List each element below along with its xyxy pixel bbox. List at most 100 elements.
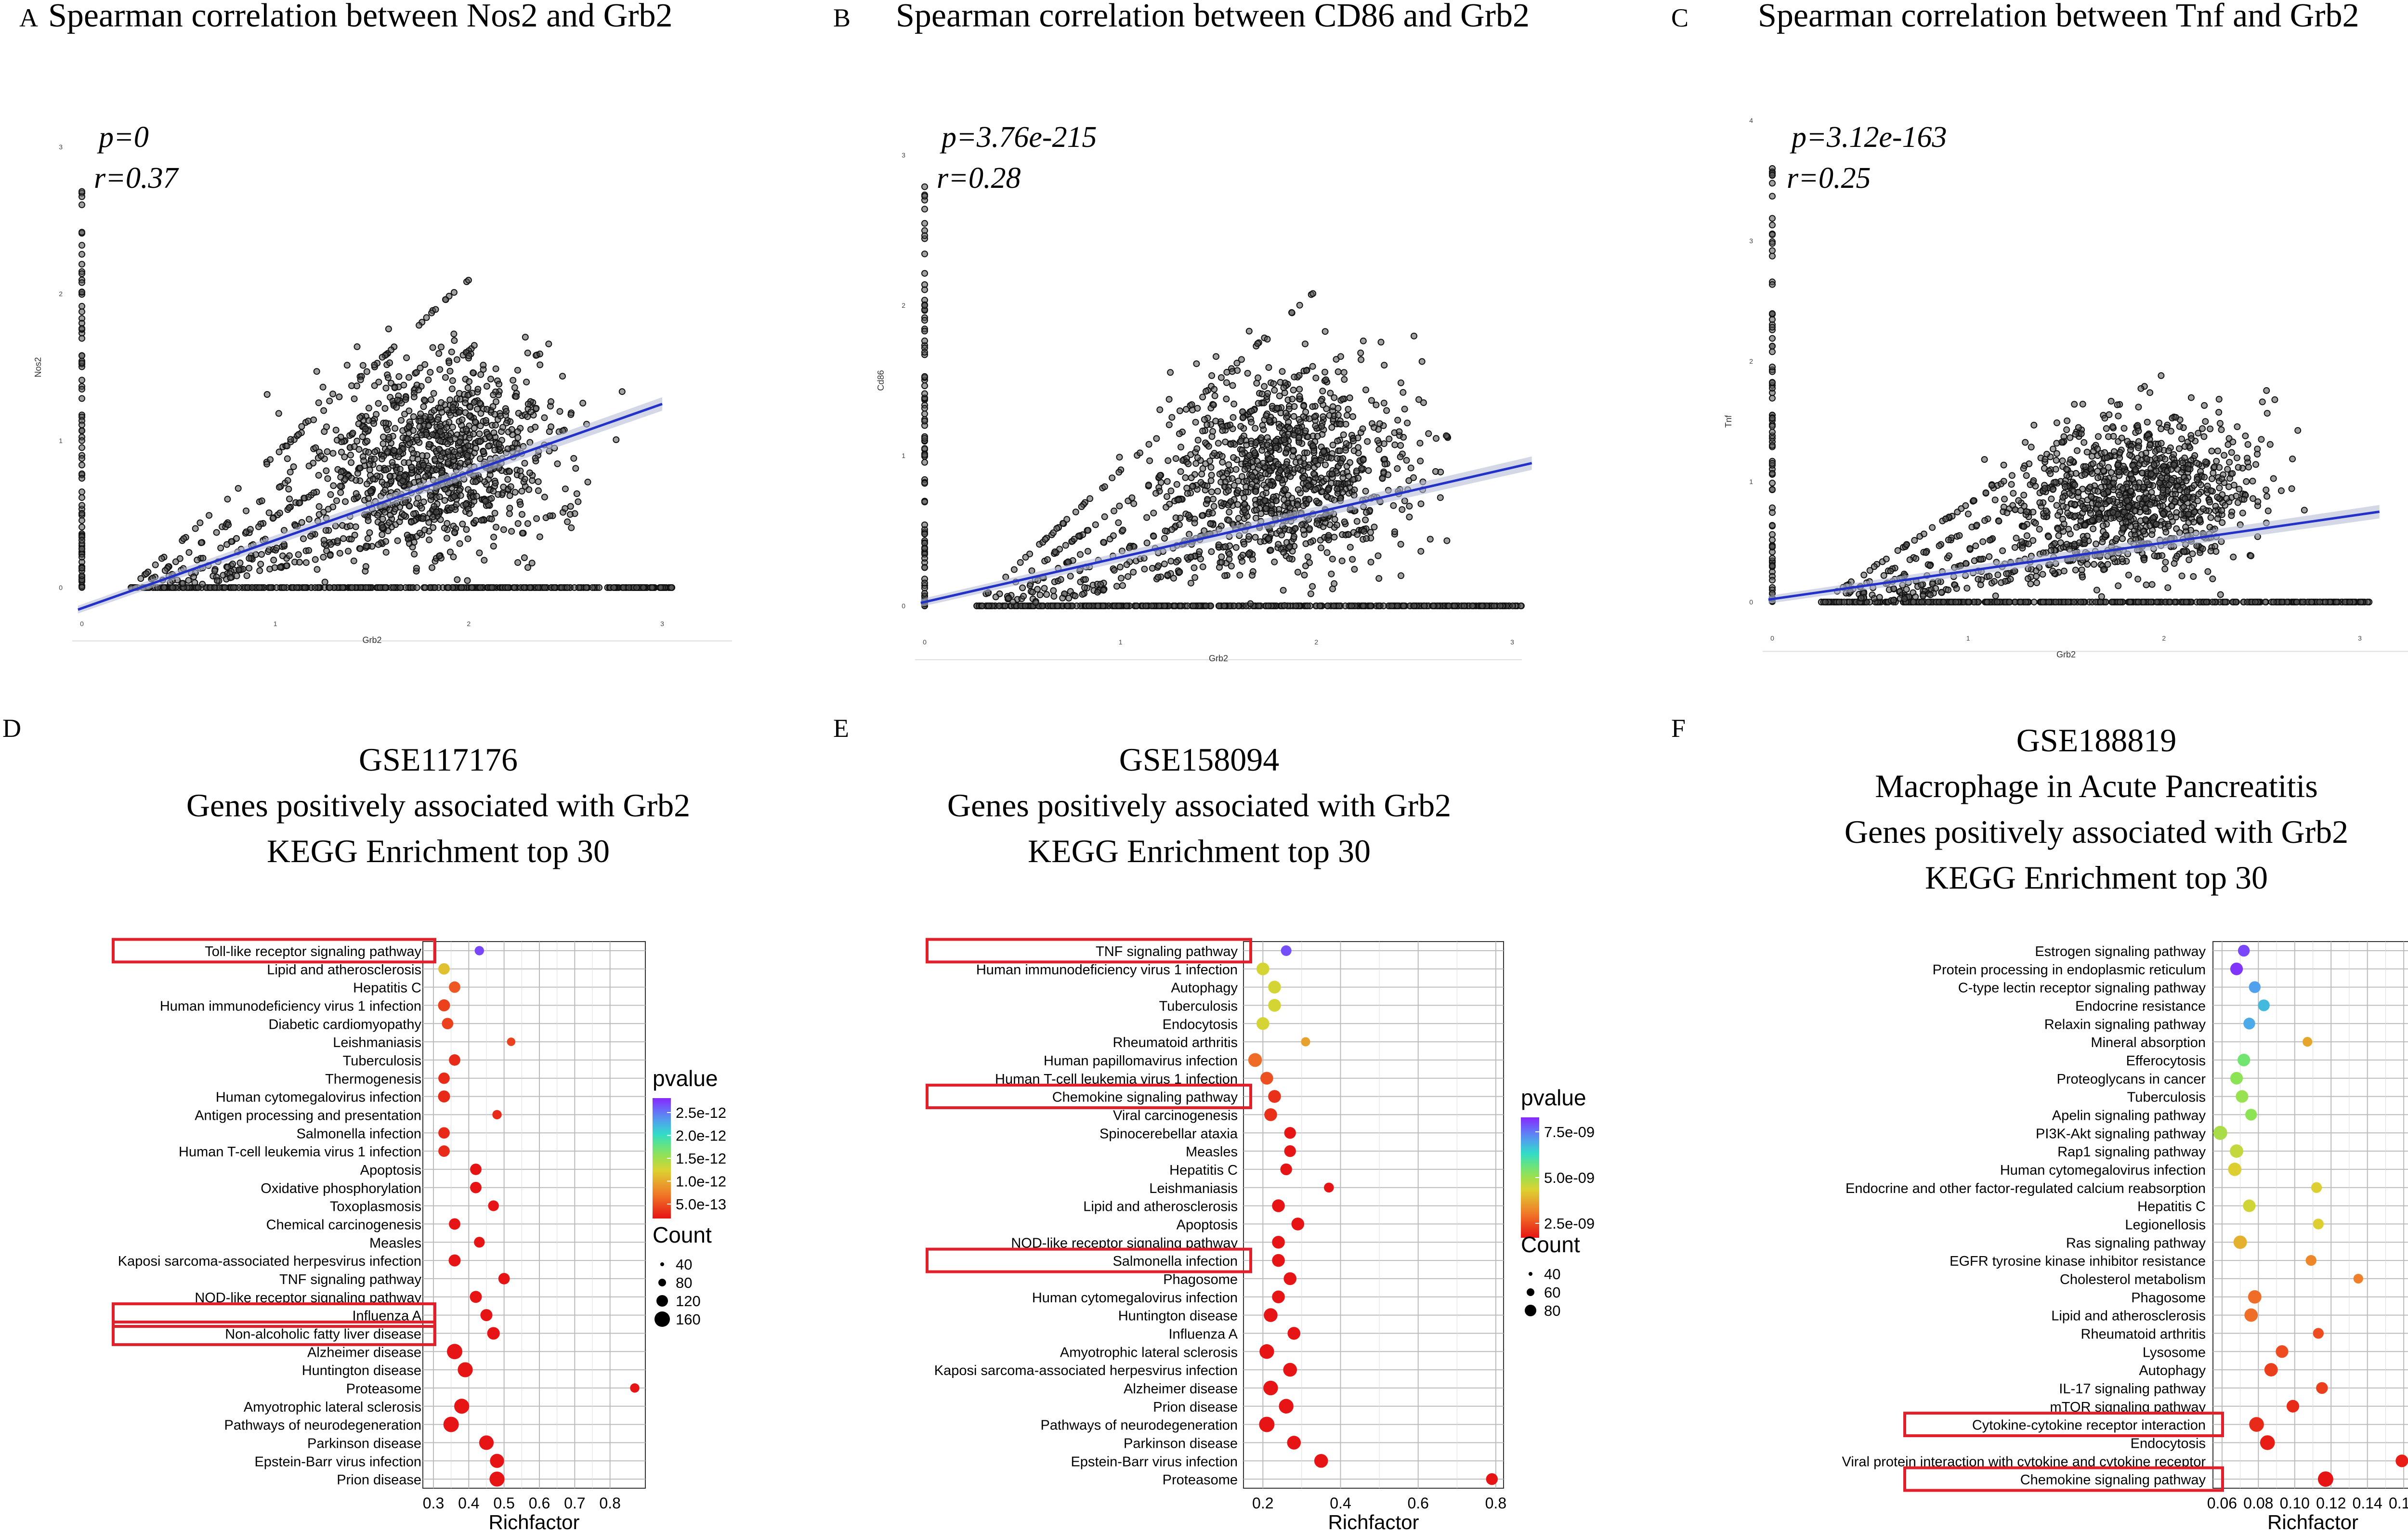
- data-point: [1261, 383, 1268, 390]
- data-point: [386, 473, 393, 480]
- data-point: [79, 524, 85, 531]
- data-point: [425, 376, 432, 383]
- data-point: [490, 534, 497, 541]
- data-point: [1148, 603, 1155, 609]
- data-point: [1918, 581, 1925, 589]
- data-point: [427, 369, 434, 376]
- data-point: [137, 575, 144, 582]
- data-point: [1296, 393, 1303, 400]
- data-point: [1209, 510, 1216, 517]
- data-point: [392, 425, 399, 432]
- data-point: [1113, 583, 1120, 590]
- data-point: [514, 559, 522, 566]
- data-point: [384, 448, 391, 455]
- data-point: [1086, 603, 1093, 609]
- data-point: [1294, 465, 1301, 472]
- data-point: [2033, 573, 2040, 580]
- data-point: [1342, 446, 1349, 454]
- fit-line: [78, 403, 663, 611]
- data-point: [457, 459, 464, 467]
- data-point: [1377, 339, 1385, 346]
- data-point: [1313, 498, 1320, 505]
- data-point: [382, 384, 390, 392]
- data-point: [246, 555, 253, 562]
- data-point: [406, 374, 412, 381]
- data-point: [1255, 603, 1262, 609]
- data-point: [230, 584, 237, 591]
- data-point: [1125, 573, 1132, 580]
- data-point: [1032, 599, 1039, 606]
- data-point: [1252, 425, 1259, 432]
- data-point: [436, 445, 443, 453]
- data-point: [353, 382, 360, 390]
- data-point: [477, 410, 484, 417]
- data-point: [290, 463, 297, 471]
- data-point: [397, 584, 404, 591]
- data-point: [363, 584, 370, 591]
- data-point: [1171, 603, 1178, 609]
- data-point: [1361, 528, 1368, 535]
- data-point: [429, 431, 436, 438]
- data-point: [1406, 513, 1413, 521]
- data-point: [1400, 433, 1407, 441]
- r-value-annotation: r=0.37: [94, 162, 179, 195]
- data-point: [79, 437, 85, 444]
- data-point: [1204, 496, 1211, 503]
- data-point: [2119, 555, 2125, 563]
- data-point: [433, 509, 440, 516]
- data-point: [2108, 599, 2116, 605]
- data-point: [1172, 514, 1179, 522]
- data-point: [1420, 399, 1427, 406]
- data-point: [584, 478, 591, 485]
- data-point: [1380, 399, 1387, 406]
- data-point: [1320, 448, 1327, 455]
- data-point: [1338, 557, 1346, 564]
- data-point: [564, 518, 571, 525]
- data-point: [457, 446, 464, 454]
- data-point: [2215, 395, 2223, 403]
- data-point: [2270, 599, 2277, 605]
- data-point: [2032, 520, 2039, 527]
- data-point: [1883, 555, 1890, 563]
- data-point: [280, 584, 288, 591]
- data-point: [1309, 403, 1316, 410]
- data-point: [429, 564, 435, 571]
- data-point: [1769, 252, 1776, 260]
- data-point: [1340, 369, 1348, 376]
- data-point: [1430, 603, 1437, 609]
- data-point: [402, 396, 409, 403]
- data-point: [1880, 572, 1887, 579]
- data-point: [355, 420, 362, 427]
- data-point: [400, 381, 407, 389]
- data-point: [2065, 599, 2072, 605]
- data-point: [1230, 454, 1237, 461]
- data-point: [1161, 603, 1168, 609]
- data-point: [451, 493, 458, 500]
- data-point: [320, 553, 327, 561]
- data-point: [514, 520, 522, 527]
- data-point: [2115, 412, 2122, 419]
- data-point: [1311, 413, 1318, 420]
- data-point: [355, 446, 363, 453]
- data-point: [517, 501, 524, 508]
- data-point: [921, 250, 928, 258]
- data-point: [329, 450, 337, 457]
- data-point: [490, 391, 497, 398]
- data-point: [2135, 404, 2142, 411]
- data-point: [2025, 540, 2032, 548]
- data-point: [1207, 464, 1215, 471]
- data-point: [211, 584, 218, 591]
- data-point: [1208, 433, 1216, 440]
- data-point: [451, 337, 458, 344]
- data-point: [1313, 520, 1321, 527]
- data-point: [399, 477, 406, 485]
- data-point: [324, 448, 331, 455]
- data-point: [1317, 457, 1324, 464]
- data-point: [1223, 395, 1230, 403]
- y-tick-label: 3: [59, 143, 63, 151]
- data-point: [462, 501, 470, 508]
- data-point: [517, 467, 524, 474]
- data-point: [1221, 572, 1229, 579]
- data-point: [2072, 470, 2080, 477]
- data-point: [1343, 440, 1350, 447]
